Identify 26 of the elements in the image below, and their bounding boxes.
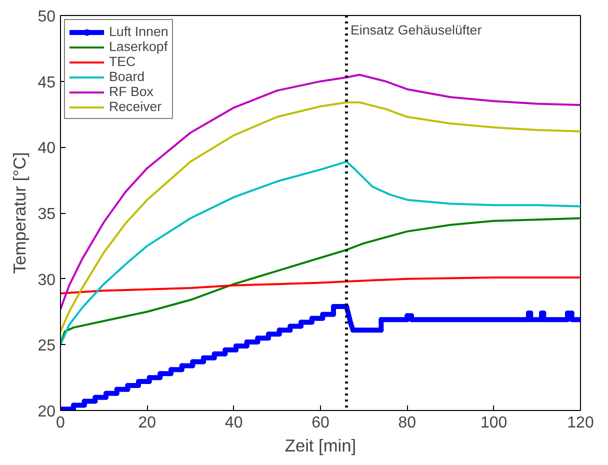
line-series [60, 160, 580, 346]
x-tick-label: 20 [138, 414, 156, 432]
x-axis-title: Zeit [min] [284, 436, 356, 456]
line-series [60, 276, 580, 294]
legend-label: Laserkopf [109, 39, 168, 54]
y-tick-label: 45 [38, 74, 56, 92]
legend-label: Luft Innen [109, 24, 168, 39]
y-tick-label: 35 [38, 206, 56, 223]
legend-label: Receiver [109, 99, 162, 114]
x-tick-label: 0 [56, 414, 66, 432]
x-tick-label: 120 [567, 414, 594, 432]
x-tick-label: 40 [224, 414, 243, 432]
x-tick-label: 60 [312, 414, 330, 432]
legend-label: RF Box [109, 84, 154, 99]
x-tick-label: 100 [480, 414, 508, 432]
y-axis-title: Temperatur [°C] [10, 152, 30, 274]
x-tick-label: 80 [398, 414, 416, 432]
y-tick-label: 50 [38, 8, 56, 26]
line-series [60, 101, 580, 332]
legend-label: TEC [109, 54, 136, 69]
y-tick-label: 40 [38, 140, 56, 158]
y-tick-label: 20 [38, 404, 56, 420]
ref-line-label: Einsatz Gehäuselüfter [350, 22, 482, 38]
legend-label: Board [109, 69, 145, 84]
y-tick-label: 25 [38, 338, 56, 355]
y-tick-label: 30 [38, 272, 56, 289]
